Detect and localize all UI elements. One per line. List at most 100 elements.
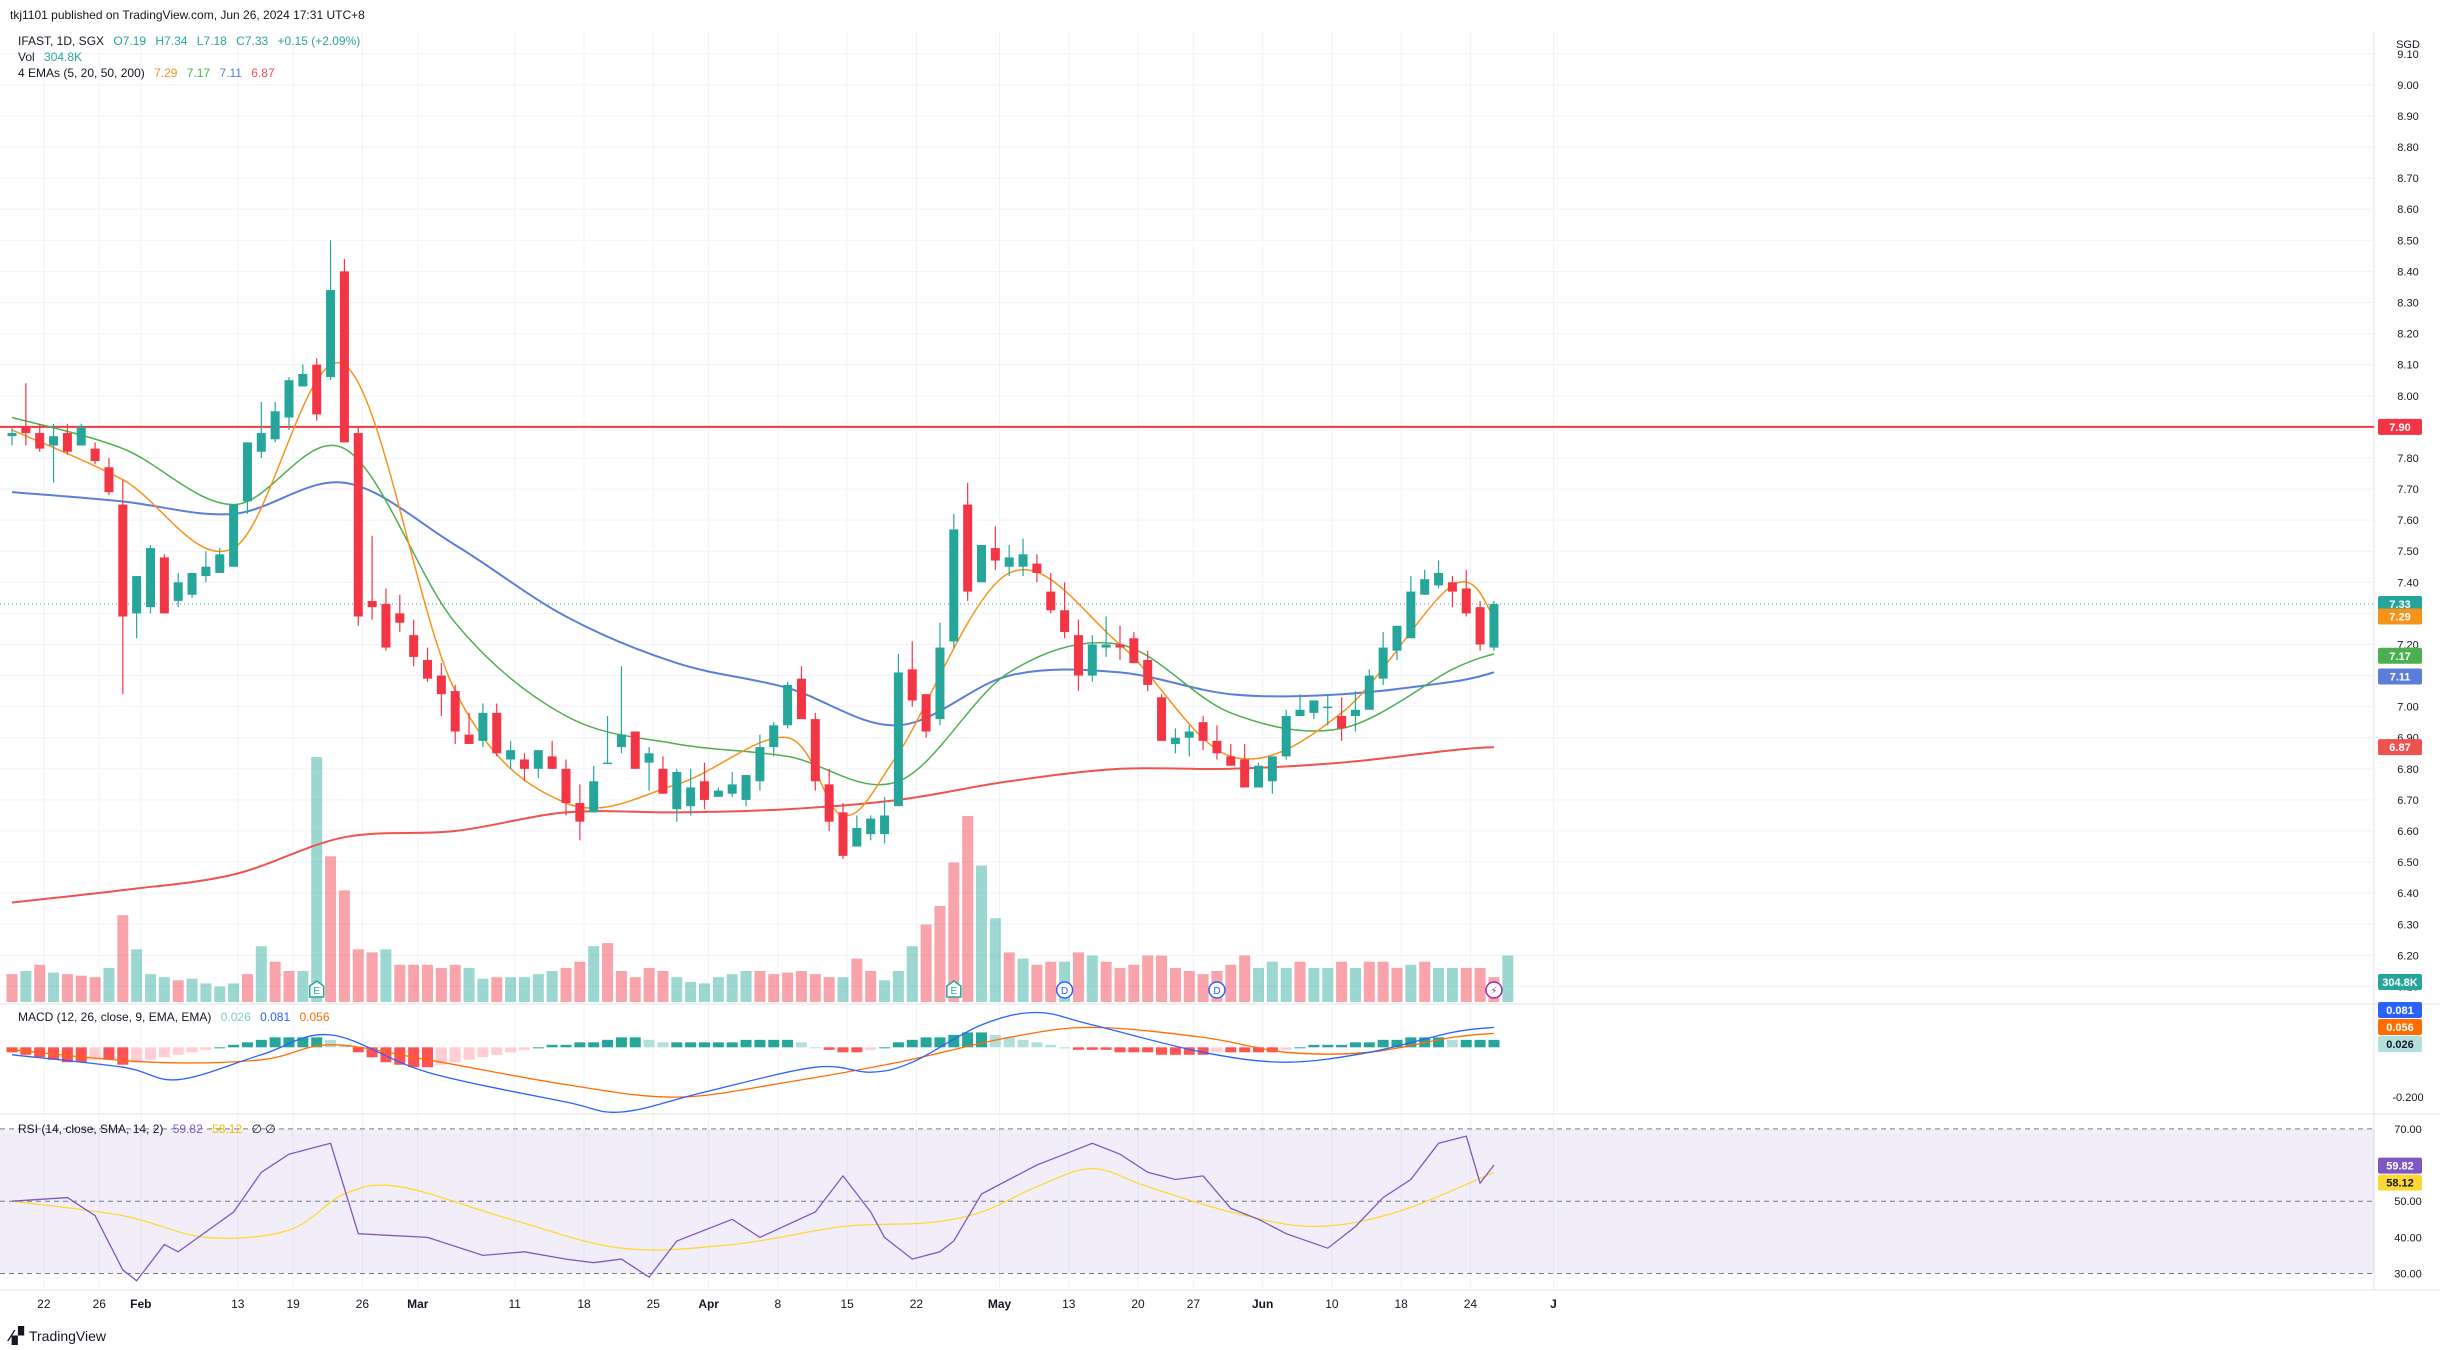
macd-histogram-bar [269, 1037, 281, 1048]
candle [783, 681, 793, 729]
candle [1295, 694, 1305, 716]
badge-macd-bg [2378, 1002, 2422, 1018]
candle [187, 572, 197, 598]
event-marker-label: E [950, 986, 957, 997]
volume-bar [505, 977, 517, 1002]
ema20-value: 7.17 [186, 66, 211, 80]
candle-body [921, 694, 931, 732]
rsi-label[interactable]: RSI (14, close, SMA, 14, 2) [18, 1122, 164, 1136]
badge-last-price-text: 7.33 [2389, 599, 2410, 611]
volume-bar [948, 862, 960, 1002]
badge-ema200-text: 6.87 [2389, 742, 2410, 754]
candle-body [1198, 722, 1208, 741]
rsi-extra: ∅ ∅ [251, 1122, 276, 1136]
time-tick-label: 13 [231, 1297, 245, 1311]
candle [1489, 600, 1499, 651]
volume-bar [1045, 961, 1057, 1002]
rsi-tick-label: 40.00 [2394, 1232, 2422, 1244]
macd-histogram-bar [629, 1037, 641, 1048]
brand-name: TradingView [28, 1328, 107, 1344]
macd-histogram-bar [477, 1047, 489, 1058]
volume-bar [1114, 967, 1126, 1002]
volume-bar [1266, 961, 1278, 1002]
symbol-label[interactable]: IFAST, 1D, SGX [18, 34, 105, 48]
price-tick-label: 9.00 [2397, 80, 2418, 92]
macd-histogram-bar [1280, 1047, 1292, 1050]
macd-histogram-bar [1086, 1047, 1098, 1050]
time-tick-label: 25 [647, 1297, 661, 1311]
macd-histogram-bar [1474, 1039, 1486, 1048]
volume-bar [228, 983, 240, 1002]
candlesticks[interactable] [7, 240, 1499, 859]
candle [201, 551, 211, 583]
candle-body [1087, 644, 1097, 676]
macd-histogram-bar [657, 1042, 669, 1048]
candle [838, 803, 848, 859]
macd-histogram-bar [588, 1042, 600, 1048]
candle [436, 663, 446, 716]
candle-body [547, 756, 557, 769]
candle [852, 815, 862, 847]
volume-bar [1419, 961, 1431, 1002]
candle-body [187, 572, 197, 595]
candle-body [506, 750, 516, 760]
footer-brand[interactable]: ⁄▞ TradingView [10, 1326, 106, 1346]
macd-histogram-bar [463, 1047, 475, 1060]
low-value: L7.18 [196, 34, 227, 48]
candle-body [256, 433, 266, 452]
time-axis[interactable]: 22 26 Feb 13 19 26 Mar 11 18 25 Apr 8 15 22 May 13 20 27 J… [37, 1297, 1557, 1311]
macd-histogram-bar [948, 1034, 960, 1048]
candle-body [1101, 644, 1111, 648]
price-tick-label: 6.70 [2397, 795, 2418, 807]
macd-histogram-bar [1253, 1047, 1264, 1053]
candle-body [367, 600, 377, 608]
candle [90, 442, 100, 465]
vol-value: 304.8K [44, 50, 83, 64]
badge-ema5-bg [2378, 608, 2422, 625]
candle [1420, 569, 1430, 595]
candle [658, 756, 668, 794]
candle-body [1420, 579, 1430, 595]
time-tick-label: 20 [1131, 1297, 1145, 1311]
ema-label[interactable]: 4 EMAs (5, 20, 50, 200) [18, 66, 145, 80]
price-tick-label: 7.70 [2397, 484, 2418, 496]
volume-bar [1405, 964, 1417, 1002]
volume-bar [1156, 955, 1168, 1002]
event-markers[interactable]: E E D D ⚡ [308, 980, 1503, 999]
vol-label[interactable]: Vol [18, 50, 35, 64]
time-tick-label: 15 [840, 1297, 854, 1311]
candle [949, 513, 959, 648]
candle-body [478, 712, 488, 741]
candle [755, 734, 765, 791]
candle [810, 712, 820, 791]
candle-body [1281, 715, 1291, 757]
event-marker-label: D [1061, 986, 1068, 997]
badge-macd: 0.081 [2378, 1002, 2422, 1018]
candle-body [339, 271, 349, 443]
candle [1447, 576, 1457, 608]
volume-bar [1142, 955, 1154, 1002]
macd-histogram-bar [1239, 1047, 1251, 1053]
price-tick-label: 8.70 [2397, 173, 2418, 185]
macd-histogram-bar [754, 1039, 766, 1048]
macd-histogram-bar [712, 1042, 724, 1048]
volume-bar [1433, 967, 1445, 1002]
candle [727, 771, 737, 797]
candle-body [229, 504, 239, 567]
volume-bar [1072, 952, 1084, 1002]
macd-histogram-bar [809, 1047, 821, 1049]
macd-histogram-bar [1211, 1047, 1223, 1053]
volume-bar [643, 967, 655, 1002]
macd-label[interactable]: MACD (12, 26, close, 9, EMA, EMA) [18, 1010, 212, 1024]
volume-bar [186, 978, 198, 1002]
candle-body [464, 734, 474, 744]
candle-body [1364, 675, 1374, 710]
candle [893, 653, 903, 807]
published-header: tkj1101 published on TradingView.com, Ju… [10, 8, 365, 22]
price-tick-label: 8.00 [2397, 391, 2418, 403]
candle-body [713, 790, 723, 797]
time-tick-label: 22 [37, 1297, 51, 1311]
volume-bar [879, 980, 891, 1002]
volume-bar [117, 915, 129, 1002]
